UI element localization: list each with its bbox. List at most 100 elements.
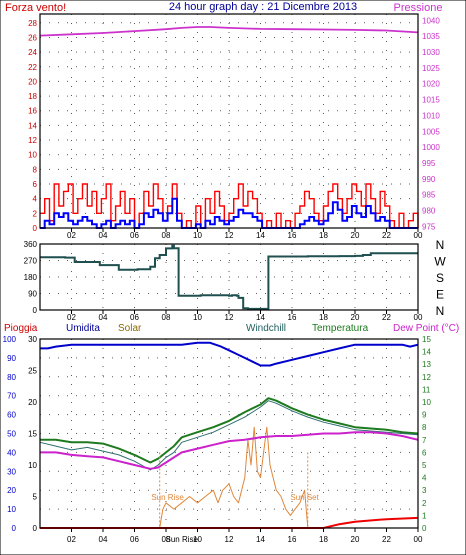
x-tick-label: 16 xyxy=(288,231,297,240)
humidity-y-tick-label: 80 xyxy=(7,373,16,382)
wind-y-tick-label: 2 xyxy=(33,209,38,218)
x-tick-label: 22 xyxy=(382,313,391,322)
pressure-series-line xyxy=(39,26,419,37)
compass-label: S xyxy=(436,271,444,285)
wind-y-tick-label: 10 xyxy=(28,151,37,160)
x-tick-label: Sun Rise xyxy=(166,535,199,544)
wind-y-tick-label: 20 xyxy=(28,77,37,86)
pressure-y-tick-label: 980 xyxy=(422,207,436,216)
x-tick-label: 18 xyxy=(319,231,328,240)
temperature-y-tick-label: 10 xyxy=(422,398,431,407)
temperature-y-tick-label: 13 xyxy=(422,360,431,369)
x-tick-label: 16 xyxy=(288,313,297,322)
x-tick-label: 04 xyxy=(99,231,108,240)
x-tick-label: 10 xyxy=(193,535,202,544)
solar-series-line xyxy=(40,426,418,529)
x-tick-label: 00 xyxy=(414,313,423,322)
pressure-y-tick-label: 1035 xyxy=(422,32,440,41)
wind-y-tick-label: 8 xyxy=(33,165,38,174)
pressure-y-tick-label: 975 xyxy=(422,222,436,231)
wind-y-tick-label: 14 xyxy=(28,121,37,130)
x-tick-label: 04 xyxy=(99,535,108,544)
temperature-y-tick-label: 15 xyxy=(422,335,431,344)
x-tick-label: 18 xyxy=(319,313,328,322)
wind-speed-title: Forza vento! xyxy=(5,2,66,14)
x-tick-label: 08 xyxy=(162,231,171,240)
x-tick-label: 22 xyxy=(382,231,391,240)
pressure-y-tick-label: 985 xyxy=(422,191,436,200)
x-tick-label: 04 xyxy=(99,313,108,322)
x-tick-label: 02 xyxy=(67,313,76,322)
sunrise-annotation: Sun Rise xyxy=(151,493,184,502)
temperature-y-tick-label: 4 xyxy=(422,474,427,483)
x-tick-label: 00 xyxy=(414,231,423,240)
solar-y-tick-label: 10 xyxy=(28,461,37,470)
x-tick-label: 22 xyxy=(382,535,391,544)
x-tick-label: 14 xyxy=(256,313,265,322)
legend-label-solar: Solar xyxy=(118,323,142,334)
legend-label-umidita: Umidita xyxy=(66,323,100,334)
pressure-y-tick-label: 995 xyxy=(422,159,436,168)
humidity-y-tick-label: 70 xyxy=(7,392,16,401)
solar-y-tick-label: 30 xyxy=(28,335,37,344)
x-tick-label: 18 xyxy=(319,535,328,544)
humidity-y-tick-label: 40 xyxy=(7,448,16,457)
humidity-y-tick-label: 100 xyxy=(3,335,17,344)
temperature-y-tick-label: 1 xyxy=(422,511,427,520)
pressure-y-tick-label: 1025 xyxy=(422,64,440,73)
x-tick-label: 12 xyxy=(225,535,234,544)
direction-y-tick-label: 180 xyxy=(24,273,38,282)
pressure-y-tick-label: 1000 xyxy=(422,143,440,152)
x-tick-label: 12 xyxy=(225,231,234,240)
solar-y-tick-label: 20 xyxy=(28,398,37,407)
x-tick-label: 20 xyxy=(351,535,360,544)
chart-panels: 0246810121416182022242628975980985990995… xyxy=(3,13,459,544)
wind-y-tick-label: 0 xyxy=(33,224,38,233)
direction-y-tick-label: 90 xyxy=(28,290,37,299)
sunset-annotation: Sun Set xyxy=(290,493,319,502)
temperature-y-tick-label: 0 xyxy=(422,524,427,533)
wind-y-tick-label: 12 xyxy=(28,136,37,145)
x-tick-label: 08 xyxy=(162,535,171,544)
gust-series-line xyxy=(40,183,419,229)
solar-y-tick-label: 0 xyxy=(33,524,38,533)
x-tick-label: 08 xyxy=(162,313,171,322)
wind-y-tick-label: 22 xyxy=(28,63,37,72)
compass-label: N xyxy=(436,238,445,252)
temperature-y-tick-label: 9 xyxy=(422,411,427,420)
pressure-y-tick-label: 1020 xyxy=(422,80,440,89)
pressure-y-tick-label: 1005 xyxy=(422,127,440,136)
pressure-y-tick-label: 1040 xyxy=(422,16,440,25)
compass-label: E xyxy=(436,288,444,302)
temperature-y-tick-label: 14 xyxy=(422,348,431,357)
pressure-y-tick-label: 1010 xyxy=(422,111,440,120)
dewpoint-series-line xyxy=(40,431,419,470)
x-tick-label: 02 xyxy=(67,535,76,544)
x-tick-label: 20 xyxy=(351,313,360,322)
windchill-series-line xyxy=(39,400,419,471)
temperature-y-tick-label: 7 xyxy=(422,436,427,445)
compass-label: W xyxy=(434,255,446,269)
temperature-y-tick-label: 3 xyxy=(422,486,427,495)
humidity-y-tick-label: 20 xyxy=(7,486,16,495)
temperature-y-tick-label: 11 xyxy=(422,385,431,394)
temperature-y-tick-label: 8 xyxy=(422,423,427,432)
wind-y-tick-label: 24 xyxy=(28,48,37,57)
solar-y-tick-label: 15 xyxy=(28,430,37,439)
x-tick-label: 10 xyxy=(193,313,202,322)
x-tick-label: 06 xyxy=(130,231,139,240)
humidity-y-tick-label: 50 xyxy=(7,430,16,439)
legend-label-windchill: Windchill xyxy=(246,323,286,334)
x-tick-label: 06 xyxy=(130,535,139,544)
wind-y-tick-label: 6 xyxy=(33,180,38,189)
humidity-y-tick-label: 10 xyxy=(7,505,16,514)
temperature-y-tick-label: 6 xyxy=(422,448,427,457)
x-tick-label: 14 xyxy=(256,231,265,240)
x-tick-label: 10 xyxy=(193,231,202,240)
pressure-y-tick-label: 990 xyxy=(422,175,436,184)
pressure-y-tick-label: 1030 xyxy=(422,48,440,57)
x-tick-label: 06 xyxy=(130,313,139,322)
humidity-y-tick-label: 30 xyxy=(7,467,16,476)
